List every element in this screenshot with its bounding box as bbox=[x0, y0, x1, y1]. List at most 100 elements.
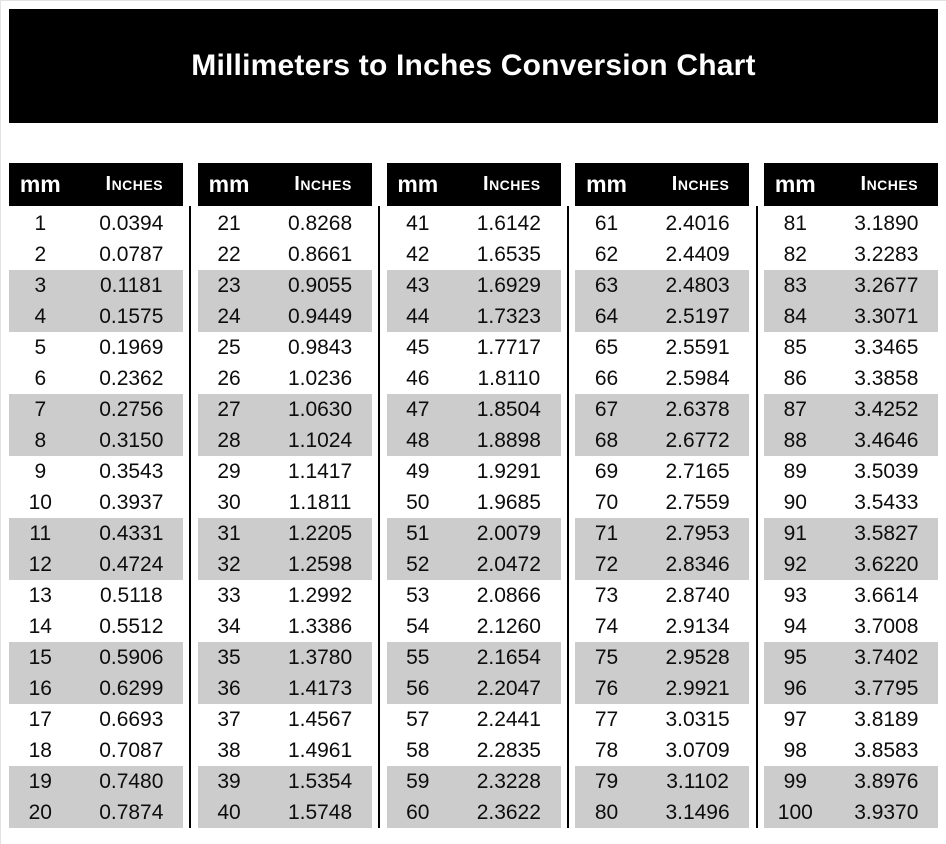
table-row: 91 3.5827 bbox=[764, 518, 938, 549]
inches-value: 2.5591 bbox=[665, 335, 730, 359]
mm-value: 100 bbox=[777, 800, 813, 824]
inches-value: 1.6535 bbox=[476, 242, 541, 266]
mm-value: 57 bbox=[406, 707, 430, 731]
table-row: 56 2.2047 bbox=[386, 673, 561, 704]
mm-value: 71 bbox=[594, 521, 619, 545]
table-divider bbox=[755, 206, 758, 828]
table-row: 82 3.2283 bbox=[764, 239, 938, 270]
inches-value: 1.2992 bbox=[287, 583, 353, 607]
table-row: 45 1.7717 bbox=[387, 332, 561, 363]
table-row: 40 1.5748 bbox=[197, 797, 372, 828]
mm-column-header: mm bbox=[586, 171, 628, 197]
table-row: 89 3.5039 bbox=[764, 456, 938, 487]
inches-value: 0.1181 bbox=[99, 273, 163, 297]
mm-value: 44 bbox=[406, 304, 430, 328]
mm-value: 5 bbox=[34, 335, 47, 359]
table-row: 10 0.3937 bbox=[9, 487, 183, 518]
table-row: 51 2.0079 bbox=[386, 518, 561, 549]
inches-value: 0.7480 bbox=[99, 769, 164, 793]
inches-value: 3.5827 bbox=[854, 521, 919, 545]
mm-value: 41 bbox=[406, 211, 430, 235]
mm-value: 18 bbox=[28, 738, 52, 762]
table-row: 76 2.9921 bbox=[575, 673, 750, 704]
inches-value: 2.2441 bbox=[476, 707, 541, 731]
table-body: 61 2.4016 62 2.4409 63 2.4803 64 2.5197 65 2.5591… bbox=[575, 208, 750, 828]
inches-value: 1.2598 bbox=[287, 552, 353, 576]
inches-column-header: Inches bbox=[860, 173, 919, 195]
table-row: 17 0.6693 bbox=[9, 704, 183, 735]
mm-value: 97 bbox=[783, 707, 807, 731]
mm-value: 85 bbox=[783, 335, 807, 359]
table-row: 90 3.5433 bbox=[764, 487, 938, 518]
inches-value: 3.8583 bbox=[854, 738, 919, 762]
mm-value: 4 bbox=[34, 304, 47, 328]
mm-value: 20 bbox=[28, 800, 52, 824]
table-row: 87 3.4252 bbox=[764, 394, 938, 425]
table-row: 58 2.2835 bbox=[387, 735, 561, 766]
inches-value: 1.8110 bbox=[477, 366, 541, 390]
table-row: 68 2.6772 bbox=[575, 425, 750, 456]
inches-value: 0.9449 bbox=[287, 304, 353, 328]
inches-value: 1.7717 bbox=[476, 335, 541, 359]
mm-value: 68 bbox=[594, 428, 619, 452]
table-body: 41 1.6142 42 1.6535 43 1.6929 44 1.7323 45 1.7717… bbox=[386, 208, 561, 828]
mm-column-header: mm bbox=[19, 171, 61, 197]
inches-value: 2.5197 bbox=[665, 304, 730, 328]
mm-value: 92 bbox=[783, 552, 807, 576]
mm-value: 45 bbox=[406, 335, 430, 359]
table-row: 78 3.0709 bbox=[575, 735, 749, 766]
inches-value: 2.7165 bbox=[665, 459, 730, 483]
mm-value: 65 bbox=[594, 335, 619, 359]
table-row: 57 2.2441 bbox=[387, 704, 561, 735]
inches-value: 1.0630 bbox=[287, 397, 353, 421]
table-row: 14 0.5512 bbox=[9, 611, 183, 642]
mm-value: 81 bbox=[783, 211, 807, 235]
mm-value: 74 bbox=[594, 614, 619, 638]
table-row: 18 0.7087 bbox=[9, 735, 183, 766]
inches-value: 0.0787 bbox=[99, 242, 164, 266]
inches-value: 1.3386 bbox=[287, 614, 353, 638]
mm-value: 33 bbox=[217, 583, 241, 607]
table-row: 99 3.8976 bbox=[764, 766, 938, 797]
inches-value: 2.1654 bbox=[476, 645, 541, 669]
mm-value: 89 bbox=[783, 459, 807, 483]
table-row: 7 0.2756 bbox=[9, 394, 183, 425]
table-row: 97 3.8189 bbox=[764, 704, 938, 735]
inches-value: 3.4252 bbox=[854, 397, 919, 421]
mm-value: 15 bbox=[28, 645, 52, 669]
mm-value: 34 bbox=[217, 614, 241, 638]
inches-value: 3.2283 bbox=[854, 242, 919, 266]
page-title: Millimeters to Inches Conversion Chart bbox=[191, 49, 756, 82]
inches-column-header: Inches bbox=[294, 173, 352, 195]
mm-value: 60 bbox=[406, 800, 430, 824]
mm-value: 64 bbox=[594, 304, 619, 328]
mm-value: 17 bbox=[28, 707, 52, 731]
mm-value: 8 bbox=[34, 428, 47, 452]
table-row: 29 1.1417 bbox=[198, 456, 372, 487]
table-row: 46 1.8110 bbox=[387, 363, 561, 394]
mm-value: 39 bbox=[217, 769, 241, 793]
inches-value: 0.3150 bbox=[99, 428, 164, 452]
mm-column-header: mm bbox=[397, 171, 439, 197]
table-row: 60 2.3622 bbox=[386, 797, 561, 828]
inches-value: 0.4724 bbox=[99, 552, 164, 576]
inches-value: 1.2205 bbox=[287, 521, 353, 545]
mm-value: 48 bbox=[406, 428, 430, 452]
inches-value: 2.9921 bbox=[665, 676, 730, 700]
conversion-table: mm Inches 61 2.4016 62 2.4409 63 2.4803 64 2.51… bbox=[575, 163, 750, 828]
mm-value: 32 bbox=[217, 552, 241, 576]
inches-column-header: Inches bbox=[105, 173, 164, 195]
mm-value: 3 bbox=[34, 273, 47, 297]
inches-value: 0.3543 bbox=[99, 459, 164, 483]
mm-value: 95 bbox=[783, 645, 807, 669]
table-row: 38 1.4961 bbox=[198, 735, 372, 766]
table-row: 64 2.5197 bbox=[575, 301, 750, 332]
table-row: 88 3.4646 bbox=[764, 425, 938, 456]
table-row: 11 0.4331 bbox=[9, 518, 183, 549]
inches-value: 3.6220 bbox=[854, 552, 919, 576]
inches-value: 0.5906 bbox=[99, 645, 164, 669]
table-row: 44 1.7323 bbox=[386, 301, 561, 332]
inches-value: 3.0709 bbox=[665, 738, 730, 762]
table-row: 67 2.6378 bbox=[575, 394, 750, 425]
mm-value: 10 bbox=[28, 490, 52, 514]
